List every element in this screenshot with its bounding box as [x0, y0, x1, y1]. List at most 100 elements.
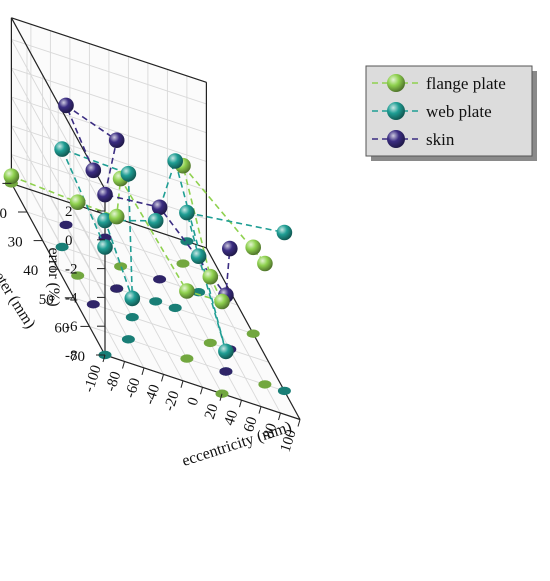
grid-line — [11, 38, 207, 105]
web-plate-floor-projection — [149, 297, 163, 306]
z-axis-label: error (%) — [45, 247, 62, 306]
z-tick-label: 2 — [65, 204, 73, 220]
flange-plate-line — [11, 165, 266, 303]
skin-floor-projection — [153, 275, 167, 284]
skin-floor-projection — [219, 367, 233, 376]
x-tick-label: 0 — [185, 396, 203, 408]
y-tick-label: 50 — [39, 292, 54, 308]
flange-plate-floor-projection — [176, 259, 190, 268]
flange-plate-point — [3, 168, 20, 184]
legend-items: flange plate web plate skin — [372, 74, 506, 149]
z-tick-label: 0 — [65, 233, 73, 249]
skin-point — [108, 132, 125, 148]
x-tick-label: 40 — [221, 408, 241, 427]
skin-floor-projection — [86, 300, 100, 309]
web-plate-point — [124, 290, 141, 307]
legend: flange plate web plate skin — [365, 65, 537, 161]
flange-plate-floor-projection — [258, 380, 272, 389]
y-tick-label: 40 — [23, 263, 38, 279]
x-tick-label: -20 — [161, 389, 182, 413]
axis-edge — [11, 17, 207, 83]
x-tick-mark — [180, 380, 184, 388]
skin-floor-projection — [59, 220, 73, 230]
web-plate-point — [179, 204, 195, 221]
flange-plate-point — [214, 293, 230, 310]
x-tick-label: 20 — [202, 402, 222, 421]
flange-plate-point — [257, 255, 273, 272]
x-tick-mark — [122, 361, 125, 369]
flange-plate-floor-projection — [246, 329, 260, 338]
grid-line — [26, 211, 223, 277]
flange-plate-floor-projection — [71, 271, 85, 280]
web-plate-point — [97, 212, 113, 229]
grid-line — [11, 154, 106, 327]
y-axis-label: diameter (mm) — [0, 242, 39, 332]
grid-line — [11, 39, 106, 212]
x-tick-mark — [141, 367, 145, 376]
grid-line — [11, 67, 207, 134]
z-tick-label: -8 — [65, 348, 78, 364]
flange-plate-legend-label: flange plate — [426, 74, 506, 93]
grid-line — [11, 154, 207, 220]
skin-floor-projection — [110, 284, 124, 293]
flange-plate-point — [69, 194, 86, 210]
skin-point — [97, 186, 113, 203]
web-plate-point — [276, 224, 293, 241]
x-tick-mark — [278, 412, 281, 421]
grid-line — [11, 96, 207, 162]
web-plate-legend-label: web plate — [426, 102, 492, 121]
flange-plate-point — [202, 268, 219, 285]
flange-plate-floor-projection — [180, 354, 194, 363]
floor-projections — [4, 179, 291, 398]
x-tick-mark — [200, 387, 203, 395]
flange-plate-floor-projection — [203, 338, 217, 348]
grid-line — [73, 297, 269, 363]
skin-point — [58, 97, 74, 114]
x-tick-mark — [297, 419, 301, 427]
x-tick-mark — [161, 374, 164, 382]
data-points — [3, 97, 293, 360]
x-tick-label: -100 — [81, 363, 105, 394]
y-tick-label: 30 — [8, 235, 23, 251]
skin-point — [85, 162, 102, 179]
flange-plate-floor-projection — [114, 262, 128, 271]
x-tick-label: -80 — [103, 370, 124, 394]
x-tick-mark — [102, 354, 106, 363]
y-tick-label: 20 — [0, 206, 7, 222]
y-tick-label: 70 — [70, 349, 85, 365]
grid-line — [42, 240, 238, 306]
flange-plate-legend-marker — [387, 74, 405, 92]
z-tick-label: -4 — [65, 290, 78, 306]
skin-legend-marker — [387, 130, 405, 148]
x-tick-mark — [219, 393, 223, 401]
web-plate-floor-projection — [121, 335, 135, 344]
web-plate-point — [147, 213, 164, 229]
web-plate-floor-projection — [55, 242, 69, 252]
web-plate-floor-projection — [277, 386, 291, 396]
web-plate-legend-marker — [387, 102, 405, 120]
x-tick-label: -40 — [142, 383, 163, 407]
flange-plate-point — [245, 239, 261, 256]
web-plate-point — [190, 248, 207, 264]
web-plate-point — [54, 141, 70, 157]
skin-point — [151, 199, 168, 216]
web-plate-point — [97, 239, 113, 255]
web-plate-point — [120, 165, 137, 182]
z-tick-label: -6 — [65, 319, 78, 335]
x-tick-label: -60 — [122, 376, 143, 400]
x-tick-mark — [239, 400, 242, 408]
web-plate-point — [167, 153, 183, 169]
flange-plate-point — [179, 283, 195, 299]
x-tick-label: 80 — [260, 421, 280, 440]
y-tick-label: 60 — [54, 320, 69, 336]
grid-line — [11, 125, 106, 298]
flange-plate-point — [108, 208, 125, 225]
web-plate-point — [218, 343, 234, 360]
x-tick-label: 100 — [278, 428, 300, 454]
skin-point — [222, 240, 238, 257]
grid-line — [11, 125, 207, 191]
skin-legend-label: skin — [426, 130, 455, 149]
x-tick-mark — [258, 406, 262, 414]
grid-line — [11, 96, 106, 269]
